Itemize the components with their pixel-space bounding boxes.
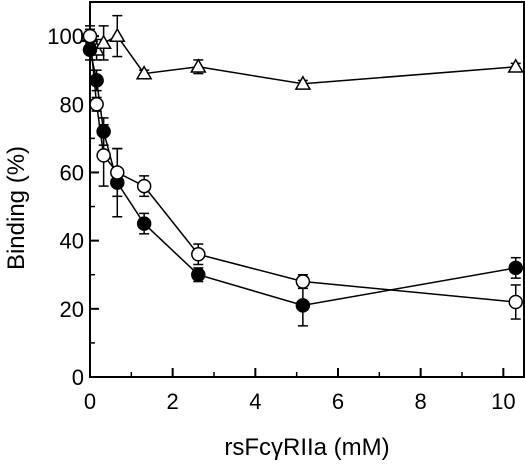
data-point xyxy=(507,58,524,73)
x-tick-label: 8 xyxy=(415,389,427,414)
data-point xyxy=(135,65,153,80)
series-line xyxy=(89,36,516,303)
data-point xyxy=(190,58,207,73)
y-tick-label: 20 xyxy=(60,297,84,322)
data-point xyxy=(82,28,98,44)
data-point xyxy=(294,75,312,90)
plot-area xyxy=(81,14,524,327)
data-point xyxy=(110,165,125,180)
y-tick-label: 0 xyxy=(72,365,84,390)
data-point xyxy=(295,274,311,289)
series-line xyxy=(89,49,516,307)
data-point xyxy=(96,148,111,163)
data-point xyxy=(82,42,98,57)
y-tick-label: 80 xyxy=(60,92,84,117)
data-point xyxy=(191,247,206,262)
data-point xyxy=(508,260,523,276)
x-tick-label: 2 xyxy=(167,389,179,414)
y-tick-label: 40 xyxy=(60,229,84,254)
data-point xyxy=(89,73,104,88)
data-point xyxy=(508,294,523,310)
data-point xyxy=(109,27,126,43)
plot-frame xyxy=(89,1,525,378)
data-point xyxy=(136,178,152,194)
axes: 0 20 40 60 80 100 0 2 4 6 8 10 xyxy=(47,1,525,414)
series-circle-open xyxy=(82,28,523,320)
data-point xyxy=(295,298,311,313)
series-triangle-open xyxy=(81,14,524,90)
x-axis-label: rsFcγRIIa (mM) xyxy=(224,434,389,461)
data-point xyxy=(95,34,112,49)
data-point xyxy=(89,97,104,112)
y-tick-label: 60 xyxy=(60,160,84,185)
x-tick-label: 4 xyxy=(249,389,261,414)
y-tick-label: 100 xyxy=(47,24,84,49)
data-point xyxy=(191,267,206,282)
x-tick-label: 10 xyxy=(491,389,515,414)
y-axis-label: Binding (%) xyxy=(3,146,30,270)
data-point xyxy=(136,216,152,231)
x-tick-label: 6 xyxy=(332,389,344,414)
x-tick-label: 0 xyxy=(84,389,96,414)
